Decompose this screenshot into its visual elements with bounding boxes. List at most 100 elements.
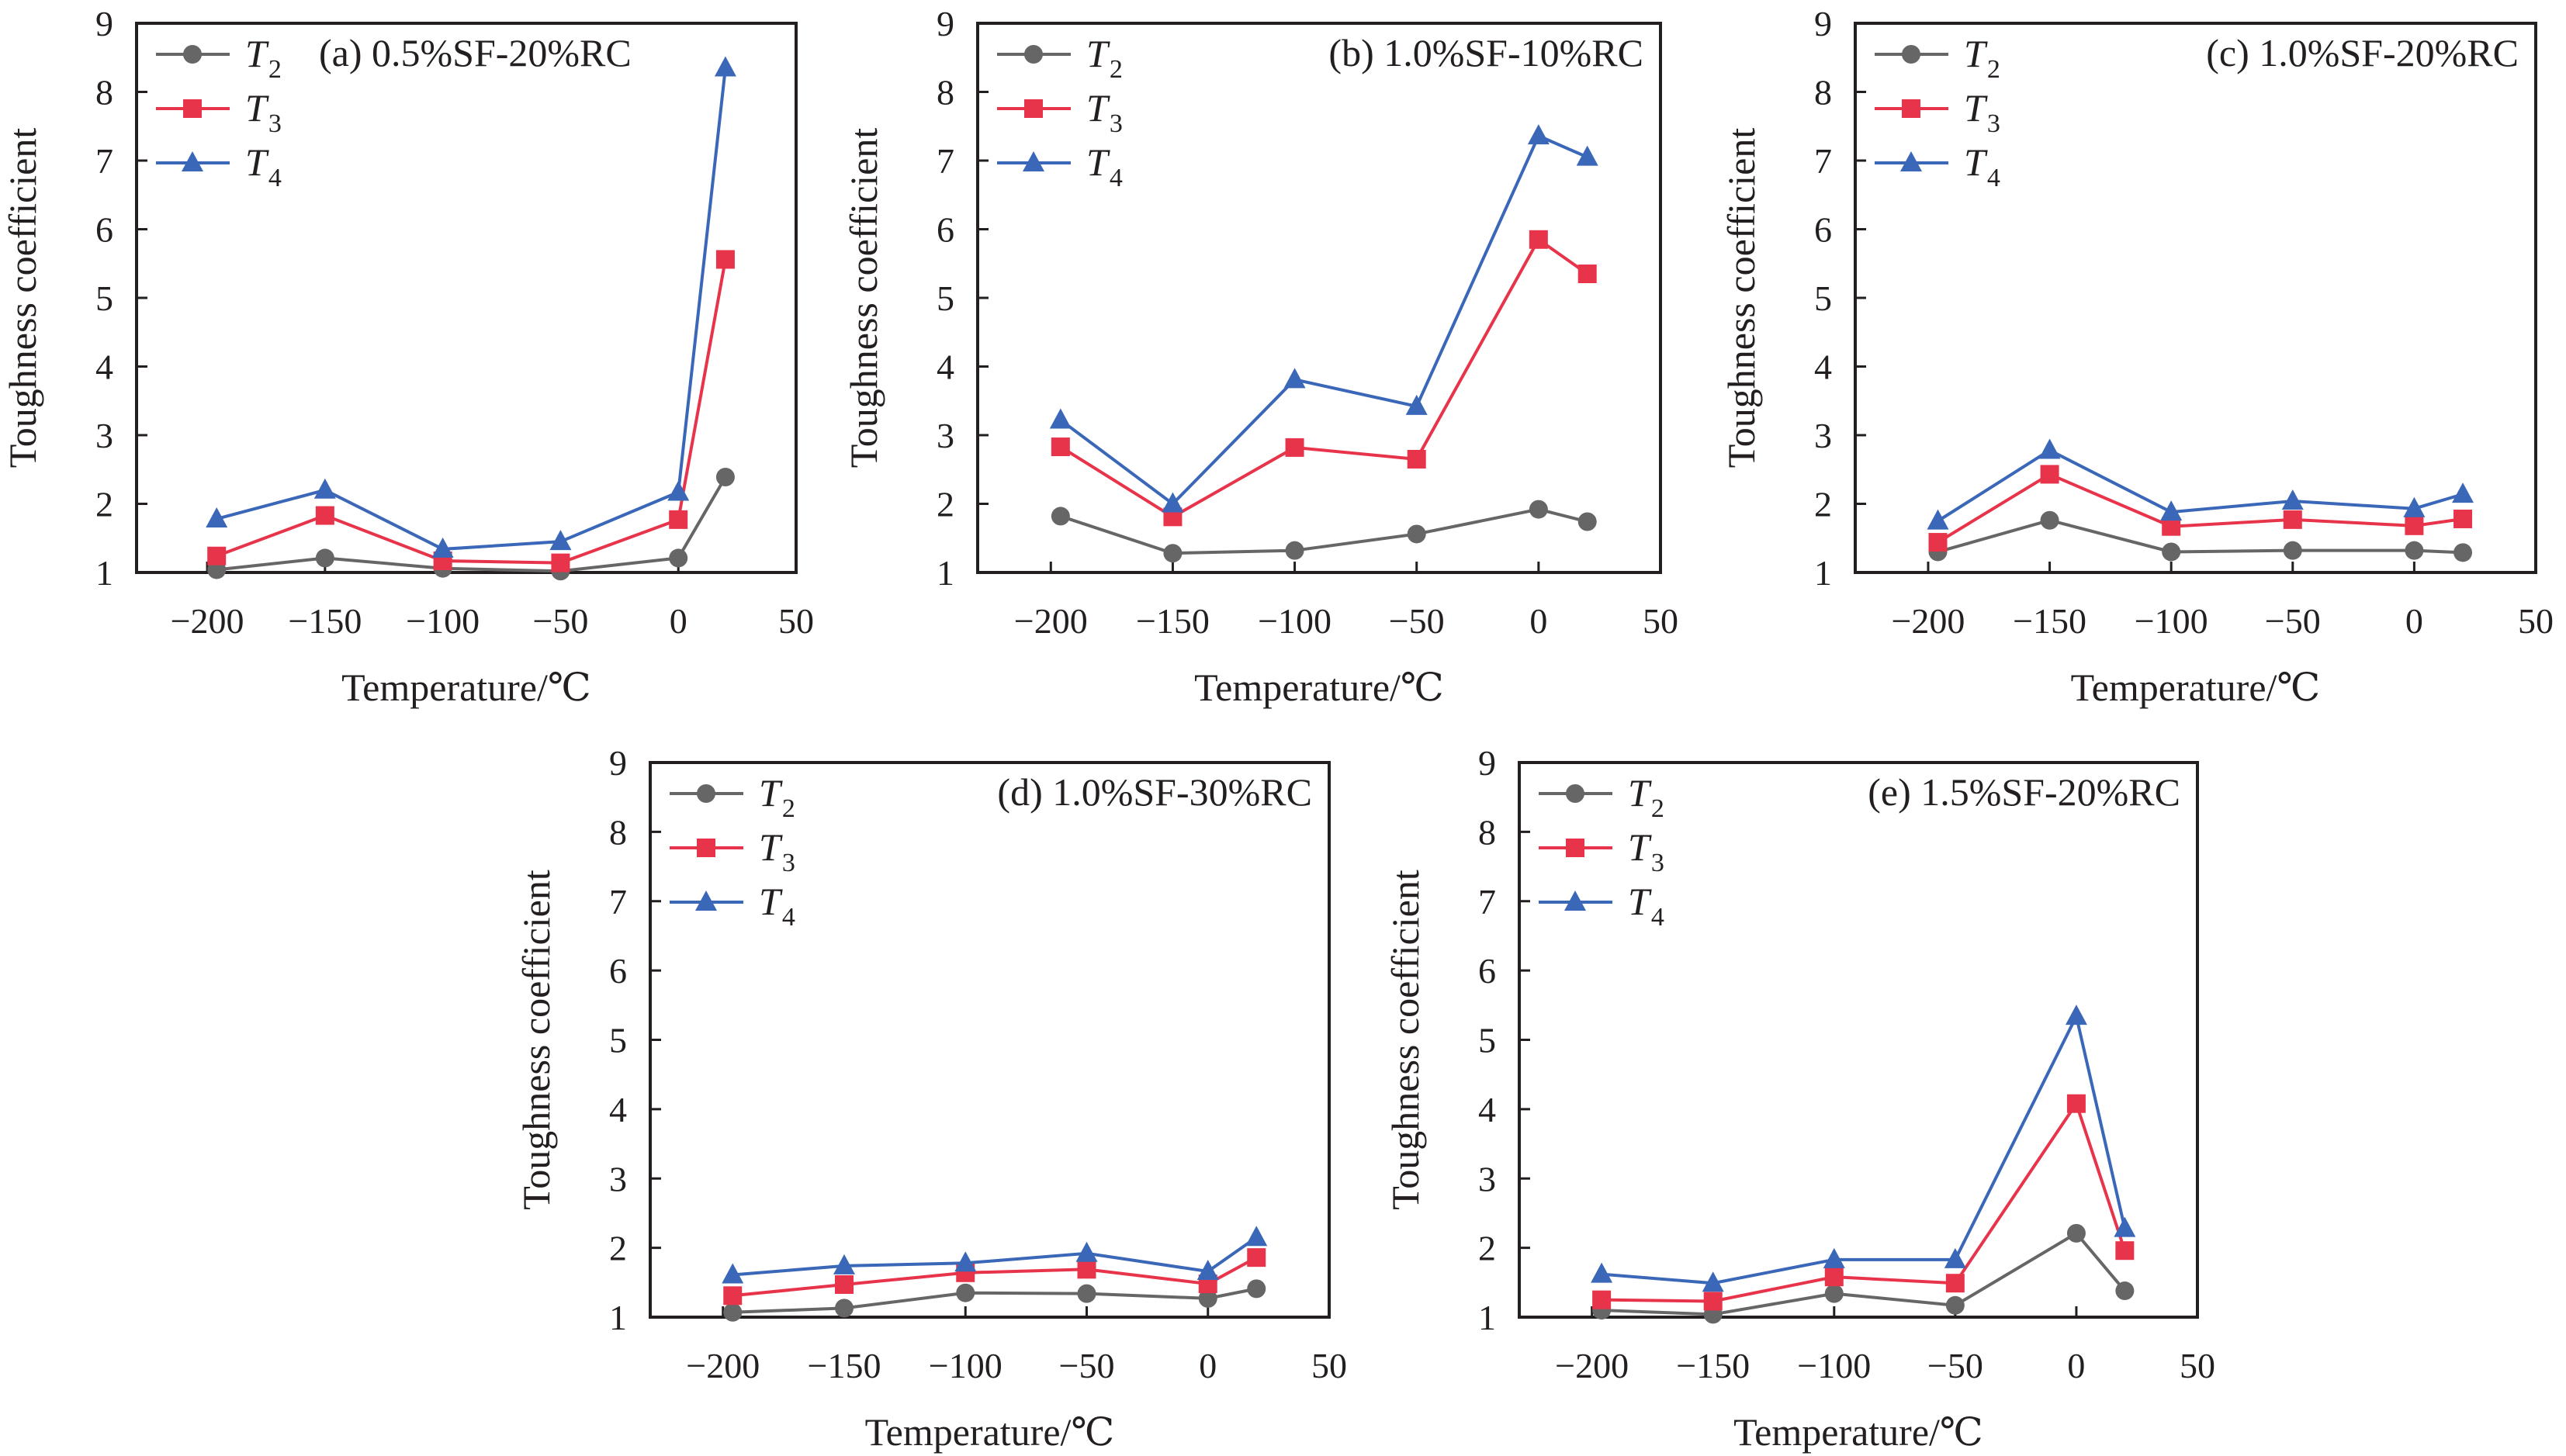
legend-label-T2: T2 [759,771,795,823]
data-point-T3 [1824,1268,1844,1287]
legend-label-T3: T3 [1628,825,1664,877]
y-axis-title: Toughness coefficient [514,870,558,1210]
y-tick-label: 7 [937,141,954,181]
y-tick-label: 7 [1814,141,1832,181]
data-point-T3 [2283,510,2302,529]
x-axis-title: Temperature/℃ [865,1410,1115,1454]
series-T4 [1049,124,1598,513]
series-T4 [1591,1005,2136,1292]
legend-label-base: T [1086,86,1110,130]
data-point-T4 [954,1251,977,1272]
y-tick-label: 6 [937,210,954,250]
data-point-T4 [1283,368,1306,389]
data-point-T4 [1591,1262,1613,1283]
data-point-T2 [2453,543,2473,562]
data-point-T3 [2453,509,2473,528]
legend-label-T4: T4 [1964,140,2000,192]
legend-label-subscript: 3 [1987,109,2000,138]
legend-label-base: T [759,880,783,923]
data-point-T4 [722,1263,744,1284]
legend-marker-T2 [1024,45,1043,64]
legend-label-T4: T4 [245,140,282,192]
x-tick-label: −200 [686,1346,760,1385]
data-point-T4 [2403,496,2426,517]
series-T3 [1051,230,1597,527]
y-tick-label: 9 [609,743,627,783]
legend-label-base: T [759,825,783,869]
x-tick-label: −150 [2013,601,2086,641]
data-point-T4 [667,480,690,501]
plot-frame [976,22,1662,574]
legend-label-subscript: 3 [1651,849,1664,877]
x-tick-label: −150 [288,601,362,641]
legend-label-subscript: 3 [268,109,282,138]
x-tick-label: −50 [1059,1346,1115,1385]
legend-label-base: T [759,771,783,814]
data-point-T4 [1702,1271,1724,1292]
x-tick-label: −50 [532,601,588,641]
legend-label-base: T [1964,32,1988,75]
x-tick-label: −100 [1797,1346,1871,1385]
data-point-T4 [1823,1247,1845,1268]
data-point-T3 [1592,1290,1612,1309]
series-line-T3 [732,1256,1258,1298]
data-point-T2 [1529,500,1548,519]
y-tick-label: 6 [1478,951,1496,991]
y-tick-label: 9 [95,4,113,43]
legend-label-base: T [1628,771,1652,814]
y-tick-label: 7 [609,882,627,922]
y-tick-label: 5 [95,278,113,318]
data-point-T2 [1077,1284,1096,1303]
y-tick-label: 2 [1814,485,1832,524]
y-axis-title: Toughness coefficient [1719,128,1763,469]
data-point-T4 [1405,394,1428,415]
legend-marker-T4 [1023,151,1044,171]
y-tick-label: 1 [1814,553,1832,593]
data-point-T4 [714,56,736,77]
x-tick-label: −150 [1136,601,1210,641]
panel-title: (c) 1.0%SF-20%RC [2206,31,2519,74]
y-tick-label: 3 [1814,416,1832,455]
legend-label-subscript: 2 [1651,794,1664,823]
data-point-T2 [1824,1284,1844,1303]
data-point-T2 [1198,1288,1217,1308]
y-axis-title: Toughness coefficient [1,128,44,469]
legend-label-T2: T2 [1086,32,1123,84]
x-tick-label: −200 [1014,601,1088,641]
data-point-T3 [1577,265,1597,284]
y-tick-label: 5 [1814,278,1832,318]
x-tick-label: 0 [1529,601,1547,641]
y-tick-label: 8 [937,73,954,112]
data-point-T4 [1075,1241,1098,1262]
x-tick-label: −200 [1555,1346,1629,1385]
legend-label-subscript: 3 [782,849,795,877]
x-tick-label: −100 [1258,601,1331,641]
y-tick-label: 2 [937,485,954,524]
series-line-T4 [1601,1012,2127,1285]
panel-title: (e) 1.5%SF-20%RC [1868,770,2180,814]
legend-label-subscript: 2 [1987,55,2000,84]
data-point-T3 [669,510,688,529]
data-point-T4 [2281,489,2304,510]
y-tick-label: 9 [937,4,954,43]
y-tick-label: 4 [609,1090,627,1129]
legend-label-T2: T2 [1628,771,1664,823]
x-axis-title: Temperature/℃ [1194,666,1444,709]
chart-panel-c: 1 2 3 4 5 6 7 8 9 −200 −150 −100 −50 0 50 Temperature/℃… [1719,4,2554,709]
data-point-T3 [2405,516,2424,535]
series-line-T4 [1937,448,2464,523]
data-point-T3 [1529,230,1548,249]
x-tick-label: 50 [2180,1346,2215,1385]
data-point-T3 [1077,1260,1096,1279]
data-point-T3 [1703,1292,1723,1311]
data-point-T2 [2066,1223,2086,1243]
legend-label-base: T [245,86,269,130]
y-tick-label: 3 [609,1159,627,1198]
data-point-T4 [2160,500,2183,521]
plot-frame [135,22,798,574]
series-T4 [206,56,736,558]
